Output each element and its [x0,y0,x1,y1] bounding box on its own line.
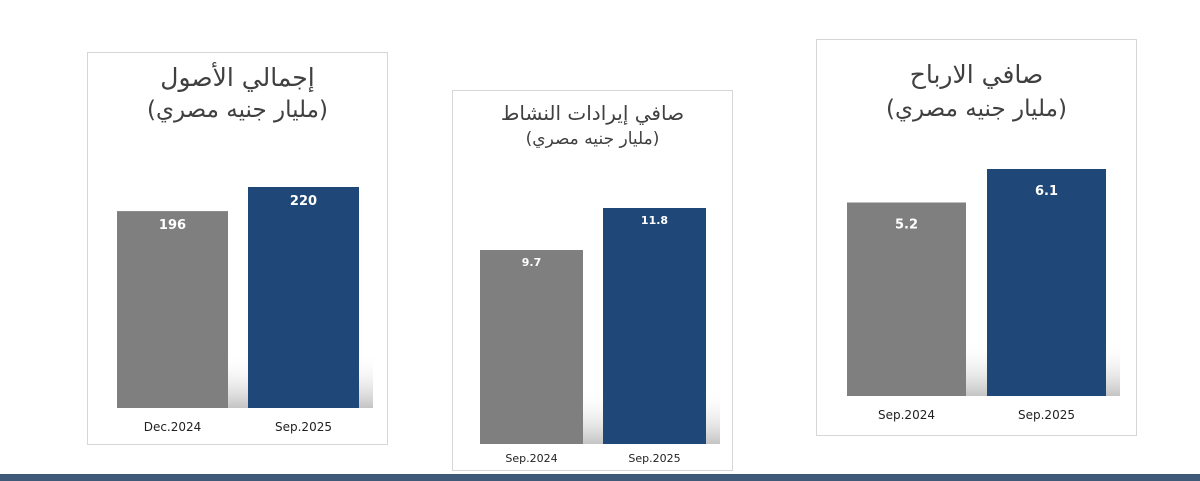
chart-plot: 5.2 Sep.2024 6.1 Sep.2025 [847,169,1120,422]
category-label: Sep.2025 [1018,408,1075,422]
bar-sep-2024 [480,250,583,444]
chart-subtitle: (مليار جنيه مصري) [147,97,328,123]
bar-sep-2024 [847,202,966,396]
bar-sep-2025 [248,187,359,408]
bar-sep-2025 [987,169,1106,396]
bar-sep-2025 [603,208,706,444]
bar-value-label: 196 [159,218,186,233]
bar-value-label: 9.7 [522,256,542,269]
chart-title: صافي الارباح [909,60,1044,89]
bar-value-label: 220 [290,194,317,209]
bar-value-label: 11.8 [641,214,668,227]
chart-card-total-assets: إجمالي الأصول (مليار جنيه مصري) 196 Dec.2… [87,52,388,445]
chart-card-net-profit: صافي الارباح (مليار جنيه مصري) 5.2 Sep.20… [816,39,1137,436]
bar-value-label: 6.1 [1035,184,1058,199]
chart-subtitle: (مليار جنيه مصري) [886,96,1067,122]
bar-value-label: 5.2 [895,217,918,232]
category-label: Sep.2025 [628,452,680,465]
category-label: Dec.2024 [144,420,202,434]
chart-plot: 9.7 Sep.2024 11.8 Sep.2025 [480,208,720,465]
chart-plot: 196 Dec.2024 220 Sep.2025 [117,187,373,434]
chart-title: إجمالي الأصول [160,63,315,92]
category-label: Sep.2025 [275,420,332,434]
bottom-accent-bar [0,474,1200,481]
bar-dec-2024 [117,211,228,408]
category-label: Sep.2024 [505,452,557,465]
chart-title: صافي إيرادات النشاط [500,101,685,125]
chart-card-net-operating-income: صافي إيرادات النشاط (مليار جنيه مصري) 9.… [452,90,733,471]
chart-subtitle: (مليار جنيه مصري) [525,129,660,149]
category-label: Sep.2024 [878,408,935,422]
